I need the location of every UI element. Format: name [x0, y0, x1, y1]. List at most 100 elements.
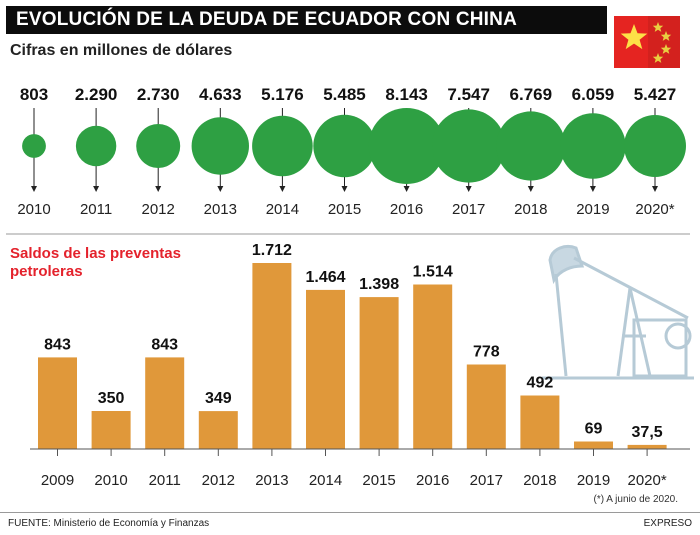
- bar-value-label: 778: [473, 344, 500, 361]
- bar-mark: [38, 357, 77, 449]
- bubble-year-label: 2012: [142, 201, 175, 218]
- flag-small-star-2: [660, 31, 672, 41]
- bar-mark: [91, 411, 131, 449]
- footnote: (*) A junio de 2020.: [593, 494, 678, 505]
- bubble-mark: [75, 125, 117, 167]
- bar-value-label: 350: [98, 390, 125, 407]
- bubble-arrow: [93, 186, 100, 192]
- bubble-mark: [560, 113, 626, 179]
- bar-year-label: 2019: [577, 472, 610, 489]
- bubble-mark: [136, 124, 181, 168]
- bar-value-label: 1.398: [359, 276, 399, 293]
- bubble-value-label: 5.176: [261, 85, 304, 104]
- bar-value-label: 843: [151, 336, 178, 353]
- flag-panel-fold: [648, 16, 680, 68]
- bar-year-label: 2018: [523, 472, 556, 489]
- bubble-value-label: 8.143: [385, 85, 428, 104]
- bubble-arrow: [155, 186, 162, 192]
- bubble-arrow: [217, 186, 224, 192]
- bubble-arrow: [589, 186, 596, 192]
- bubble-arrow: [31, 186, 37, 192]
- bar-mark: [520, 395, 560, 449]
- bar-value-label: 1.712: [252, 242, 292, 259]
- bar-value-label: 1.514: [413, 264, 453, 281]
- debt-bubble-chart: 803 2010 2.290 2011 2.730 2012 4.633 2013 5.176 2…: [17, 85, 686, 218]
- bubble-year-label: 2011: [80, 201, 112, 218]
- bubble-value-label: 6.059: [572, 85, 615, 104]
- bar-year-label: 2009: [41, 472, 74, 489]
- bar-value-label: 69: [585, 421, 603, 438]
- bubble-year-label: 2019: [576, 201, 609, 218]
- flag-background: [614, 16, 680, 68]
- bubble-mark: [22, 134, 46, 158]
- divider-line: [6, 233, 690, 235]
- bar-year-label: 2011: [149, 472, 181, 489]
- bar-year-label: 2012: [202, 472, 235, 489]
- bubble-mark: [368, 108, 445, 184]
- bubble-arrow: [341, 186, 348, 192]
- bar-year-label: 2020*: [627, 472, 666, 489]
- bubble-value-label: 2.290: [75, 85, 118, 104]
- bubble-arrow: [403, 186, 410, 192]
- page-title: EVOLUCIÓN DE LA DEUDA DE ECUADOR CON CHI…: [16, 9, 518, 30]
- bubble-year-label: 2020*: [635, 201, 674, 218]
- bar-mark: [306, 289, 345, 449]
- bubble-value-label: 5.427: [634, 85, 677, 104]
- title-bar: EVOLUCIÓN DE LA DEUDA DE ECUADOR CON CHI…: [6, 6, 607, 34]
- bubble-year-label: 2010: [17, 201, 50, 218]
- bubble-year-label: 2015: [328, 201, 361, 218]
- pump-base: [632, 318, 688, 378]
- bubble-mark: [313, 114, 376, 178]
- bubble-year-label: 2016: [390, 201, 423, 218]
- pump-wheel: [664, 322, 692, 350]
- bar-value-label: 37,5: [632, 424, 663, 441]
- bubble-mark: [191, 117, 249, 175]
- bubble-value-label: 4.633: [199, 85, 242, 104]
- bubble-value-label: 803: [20, 85, 48, 104]
- bar-mark: [413, 284, 453, 449]
- flag-small-star-4: [652, 53, 664, 63]
- pump-leg-right: [628, 287, 652, 377]
- bubble-mark: [496, 111, 566, 181]
- bar-mark: [466, 364, 506, 449]
- source-credit: FUENTE: Ministerio de Economía y Finanza…: [8, 518, 210, 529]
- chart-subtitle: Cifras en millones de dólares: [10, 42, 233, 59]
- bubble-mark: [432, 109, 506, 183]
- flag-small-star-1: [652, 22, 664, 32]
- bubble-value-label: 7.547: [447, 85, 490, 104]
- bubble-year-label: 2014: [266, 201, 299, 218]
- presales-bar-chart: 843 2009 350 2010 843 2011 349 2012 1.712 2013 1.4…: [30, 242, 690, 489]
- bubble-year-label: 2013: [204, 201, 237, 218]
- bar-mark: [359, 297, 399, 449]
- bubble-year-label: 2017: [452, 201, 485, 218]
- bar-year-label: 2013: [255, 472, 288, 489]
- pump-leg-left: [616, 287, 632, 377]
- oil-pump-icon: [542, 245, 694, 380]
- bar-mark: [252, 263, 292, 449]
- bubble-mark: [624, 115, 686, 177]
- bubble-value-label: 5.485: [323, 85, 366, 104]
- bubble-arrow: [527, 186, 534, 192]
- bar-mark: [145, 357, 185, 449]
- publisher-brand: EXPRESO: [643, 518, 692, 529]
- flag-small-star-3: [660, 44, 672, 54]
- pump-rod: [554, 273, 568, 377]
- flag-big-star: [620, 24, 648, 50]
- bar-year-label: 2010: [94, 472, 127, 489]
- bubble-value-label: 6.769: [510, 85, 553, 104]
- bar-year-label: 2015: [362, 472, 395, 489]
- bubble-value-label: 2.730: [137, 85, 180, 104]
- bar-year-label: 2017: [470, 472, 503, 489]
- bar-mark: [627, 444, 667, 449]
- bubble-arrow: [279, 186, 286, 192]
- bubble-mark: [252, 115, 313, 177]
- bar-chart-title: Saldos de las preventas petroleras: [10, 245, 181, 280]
- bar-year-label: 2016: [416, 472, 449, 489]
- bar-value-label: 843: [44, 336, 71, 353]
- bar-value-label: 492: [527, 375, 554, 392]
- footer-divider: [0, 512, 700, 513]
- bar-year-label: 2014: [309, 472, 342, 489]
- china-flag-icon: [614, 16, 680, 68]
- bar-mark: [198, 411, 238, 449]
